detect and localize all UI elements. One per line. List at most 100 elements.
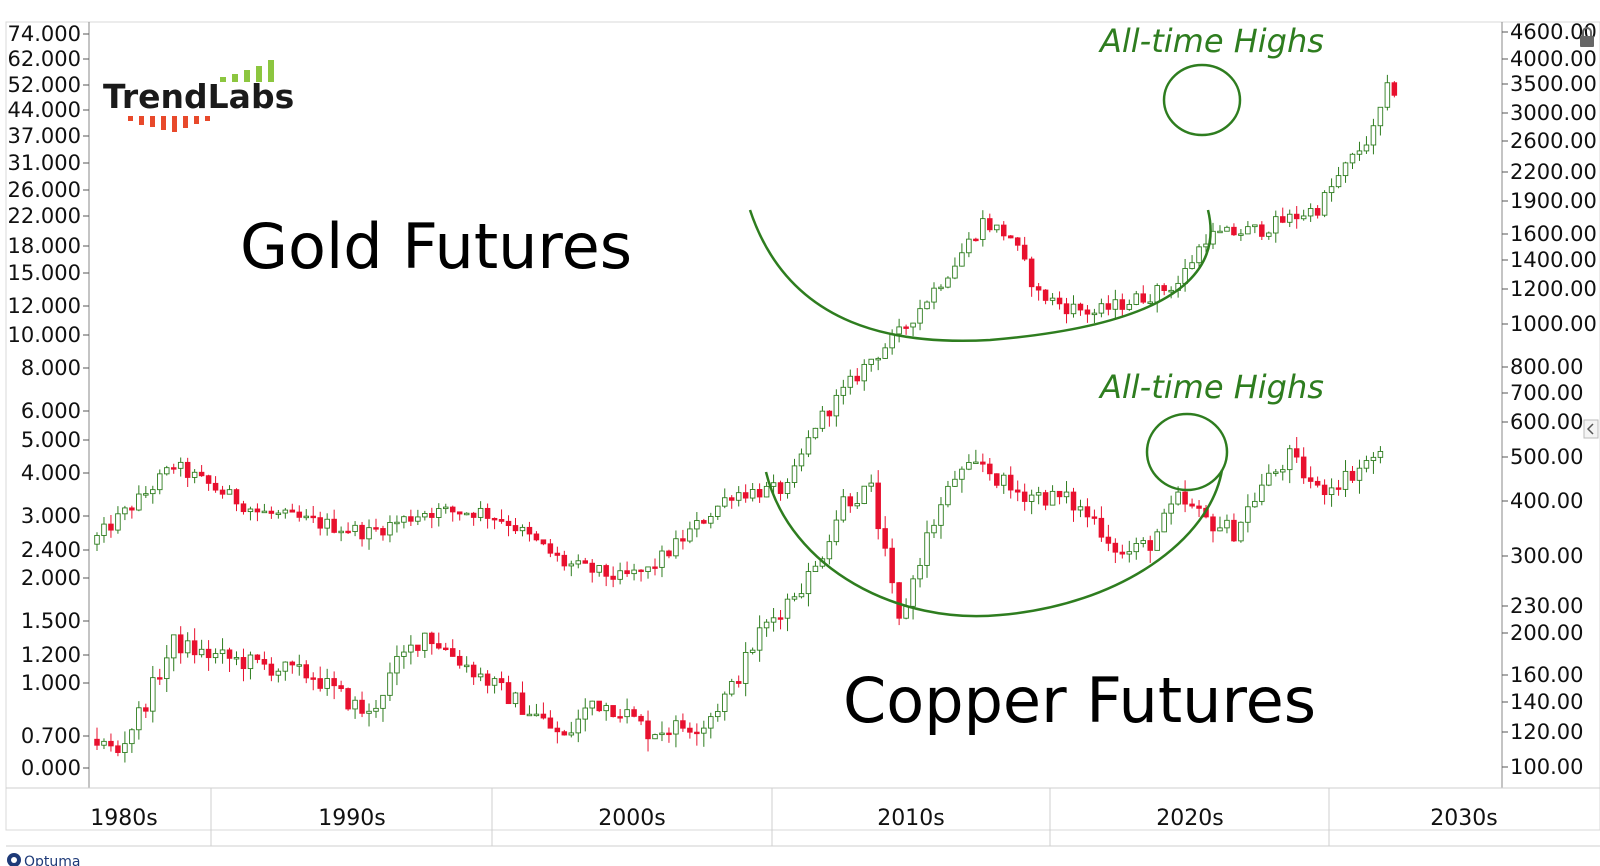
- gold-futures-candles: [94, 74, 1398, 588]
- candle-body: [436, 643, 442, 649]
- left-tick-label: 26.000: [8, 178, 81, 202]
- lock-icon[interactable]: [1580, 27, 1594, 47]
- candle-body: [854, 375, 861, 382]
- left-tick-label: 52.000: [8, 73, 81, 97]
- candle-body: [352, 524, 358, 532]
- candle-body: [1266, 472, 1272, 486]
- candle-body: [561, 731, 568, 736]
- candle-body: [1356, 150, 1363, 155]
- candle-body: [1266, 232, 1272, 237]
- candle-body: [694, 731, 700, 735]
- candle-body: [1231, 519, 1237, 542]
- candle-body: [728, 681, 735, 695]
- candle-body: [1147, 301, 1153, 304]
- candle-body: [289, 509, 296, 513]
- candle-body: [603, 705, 609, 712]
- logo-bars-up-icon: [220, 60, 274, 82]
- right-tick-label: 500.00: [1510, 445, 1583, 469]
- candle-body: [1224, 519, 1230, 529]
- candle-body: [1140, 540, 1146, 544]
- right-tick-label: 400.00: [1510, 489, 1583, 513]
- candle-body: [1105, 303, 1112, 310]
- candle-body: [1042, 289, 1049, 301]
- candle-body: [840, 496, 847, 521]
- candle-body: [498, 678, 505, 684]
- candle-body: [268, 663, 275, 676]
- candle-body: [666, 732, 672, 736]
- all-time-highs-copper-label: All-time Highs: [1098, 368, 1324, 406]
- candle-body: [784, 598, 791, 619]
- candle-body: [1070, 491, 1077, 511]
- gold-ath-circle: [1162, 63, 1242, 137]
- candle-body: [317, 517, 323, 529]
- candle-body: [903, 605, 909, 619]
- candle-body: [861, 485, 868, 504]
- candle-body: [1342, 470, 1349, 490]
- right-axis: 4600.004000.003500.003000.002600.002200.…: [1502, 20, 1597, 779]
- candle-body: [456, 511, 463, 515]
- candle-body: [1217, 230, 1223, 234]
- left-tick-label: 0.700: [21, 724, 81, 748]
- candle-body: [959, 468, 965, 480]
- candle-body: [247, 508, 254, 513]
- candle-body: [1028, 258, 1035, 288]
- candle-body: [798, 593, 805, 598]
- candle-body: [317, 678, 323, 689]
- candle-body: [728, 497, 735, 501]
- candle-body: [352, 699, 358, 710]
- candle-body: [205, 475, 212, 484]
- candle-body: [980, 461, 986, 465]
- left-tick-label: 1.200: [21, 643, 81, 667]
- collapse-arrow-icon[interactable]: [1583, 419, 1599, 439]
- left-tick-label: 44.000: [8, 98, 81, 122]
- candle-body: [701, 520, 707, 524]
- candle-body: [868, 358, 874, 365]
- left-tick-label: 31.000: [8, 151, 81, 175]
- candle-body: [122, 743, 128, 753]
- candle-body: [687, 727, 693, 733]
- candle-body: [1063, 491, 1070, 498]
- candle-body: [101, 523, 107, 536]
- candle-body: [324, 678, 330, 689]
- candle-body: [122, 507, 128, 515]
- candle-body: [966, 462, 972, 470]
- candle-body: [833, 394, 840, 417]
- candle-body: [1091, 312, 1098, 316]
- candle-body: [1300, 215, 1307, 220]
- candle-body: [1377, 106, 1384, 127]
- candle-body: [1189, 262, 1195, 269]
- candle-body: [1098, 303, 1105, 314]
- candle-body: [170, 467, 177, 470]
- left-tick-label: 2.000: [21, 566, 81, 590]
- candle-body: [652, 566, 658, 569]
- candle-body: [568, 563, 575, 567]
- x-axis-label: 2010s: [877, 806, 944, 831]
- candle-body: [945, 485, 951, 506]
- candle-body: [1105, 536, 1112, 544]
- candle-body: [212, 653, 219, 659]
- x-axis-label: 1980s: [90, 806, 157, 831]
- candle-body: [422, 513, 428, 518]
- candle-body: [980, 218, 986, 240]
- candle-body: [163, 657, 170, 680]
- candle-body: [847, 496, 854, 507]
- candle-body: [973, 461, 979, 465]
- candle-body: [638, 569, 644, 573]
- candle-body: [1112, 299, 1119, 310]
- candle-body: [1056, 297, 1063, 305]
- candle-body: [484, 507, 491, 519]
- candle-body: [1328, 487, 1335, 496]
- candle-body: [380, 528, 386, 536]
- candle-body: [254, 654, 261, 660]
- left-tick-label: 1.000: [21, 671, 81, 695]
- candle-body: [443, 506, 449, 510]
- candle-body: [1279, 469, 1286, 473]
- candle-body: [840, 386, 847, 396]
- candle-body: [94, 738, 100, 746]
- candle-body: [1014, 237, 1021, 246]
- candle-body: [742, 651, 749, 684]
- candle-body: [819, 410, 826, 429]
- candle-body: [589, 700, 595, 709]
- x-axis-label: 1990s: [318, 806, 385, 831]
- left-tick-label: 5.000: [21, 428, 81, 452]
